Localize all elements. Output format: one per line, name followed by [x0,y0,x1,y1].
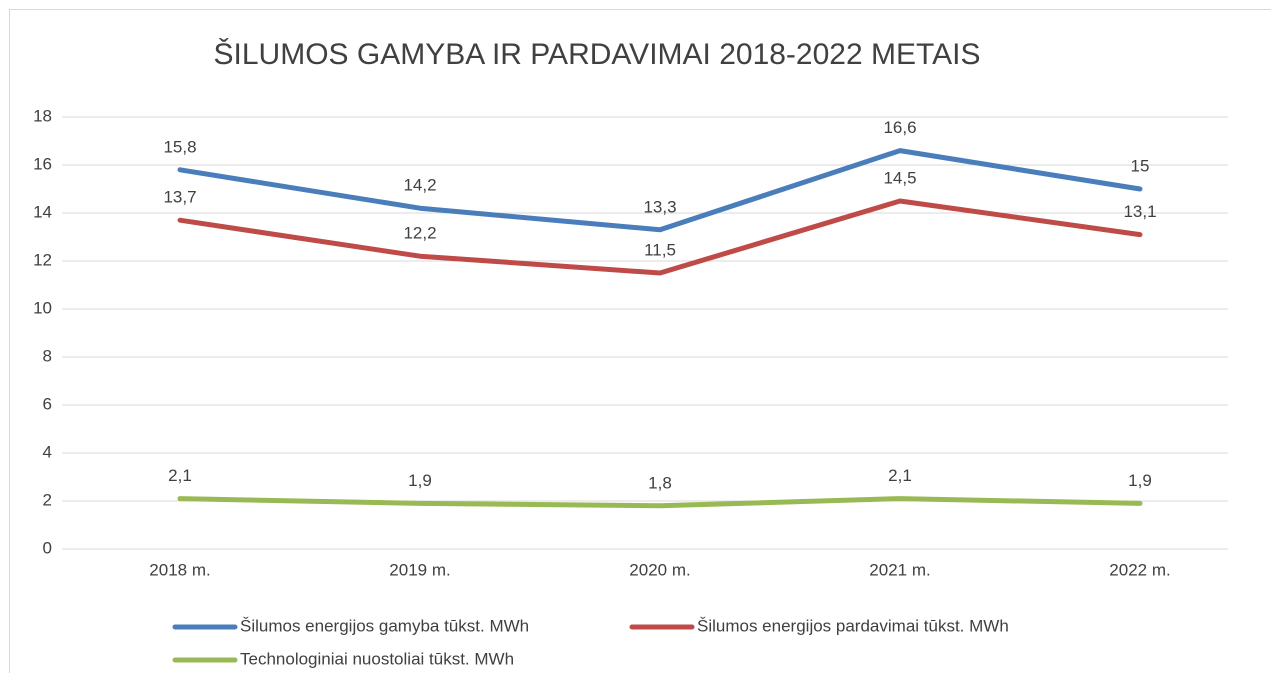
legend-label: Šilumos energijos pardavimai tūkst. MWh [697,616,1009,635]
data-label: 1,9 [408,471,432,490]
data-label: 15,8 [163,137,196,156]
data-label: 1,9 [1128,471,1152,490]
chart-title: ŠILUMOS GAMYBA IR PARDAVIMAI 2018-2022 M… [214,37,981,71]
data-label: 12,2 [403,224,436,243]
y-tick-label: 8 [43,346,52,365]
x-tick-label: 2022 m. [1109,560,1170,579]
data-label: 13,3 [643,197,676,216]
data-label: 2,1 [888,466,912,485]
data-label: 2,1 [168,466,192,485]
data-label: 16,6 [883,118,916,137]
data-label: 1,8 [648,473,672,492]
y-tick-label: 16 [33,154,52,173]
x-tick-label: 2018 m. [149,560,210,579]
data-label: 13,1 [1123,202,1156,221]
y-tick-label: 14 [33,202,52,221]
x-tick-label: 2020 m. [629,560,690,579]
legend-label: Šilumos energijos gamyba tūkst. MWh [240,616,529,635]
data-label: 14,5 [883,168,916,187]
y-tick-label: 12 [33,250,52,269]
data-label: 14,2 [403,176,436,195]
chart-frame [9,9,1271,673]
y-tick-label: 10 [33,298,52,317]
y-tick-label: 18 [33,106,52,125]
data-label: 15 [1131,156,1150,175]
series-line [177,496,1143,509]
y-tick-label: 4 [43,442,52,461]
series-line [177,198,1143,276]
x-tick-label: 2019 m. [389,560,450,579]
legend-label: Technologiniai nuostoliai tūkst. MWh [240,649,514,668]
y-tick-label: 6 [43,394,52,413]
y-tick-label: 2 [43,490,52,509]
series-line [177,148,1143,233]
data-label: 11,5 [644,240,676,259]
data-label: 13,7 [163,188,196,207]
x-tick-label: 2021 m. [869,560,930,579]
y-tick-label: 0 [43,538,52,557]
